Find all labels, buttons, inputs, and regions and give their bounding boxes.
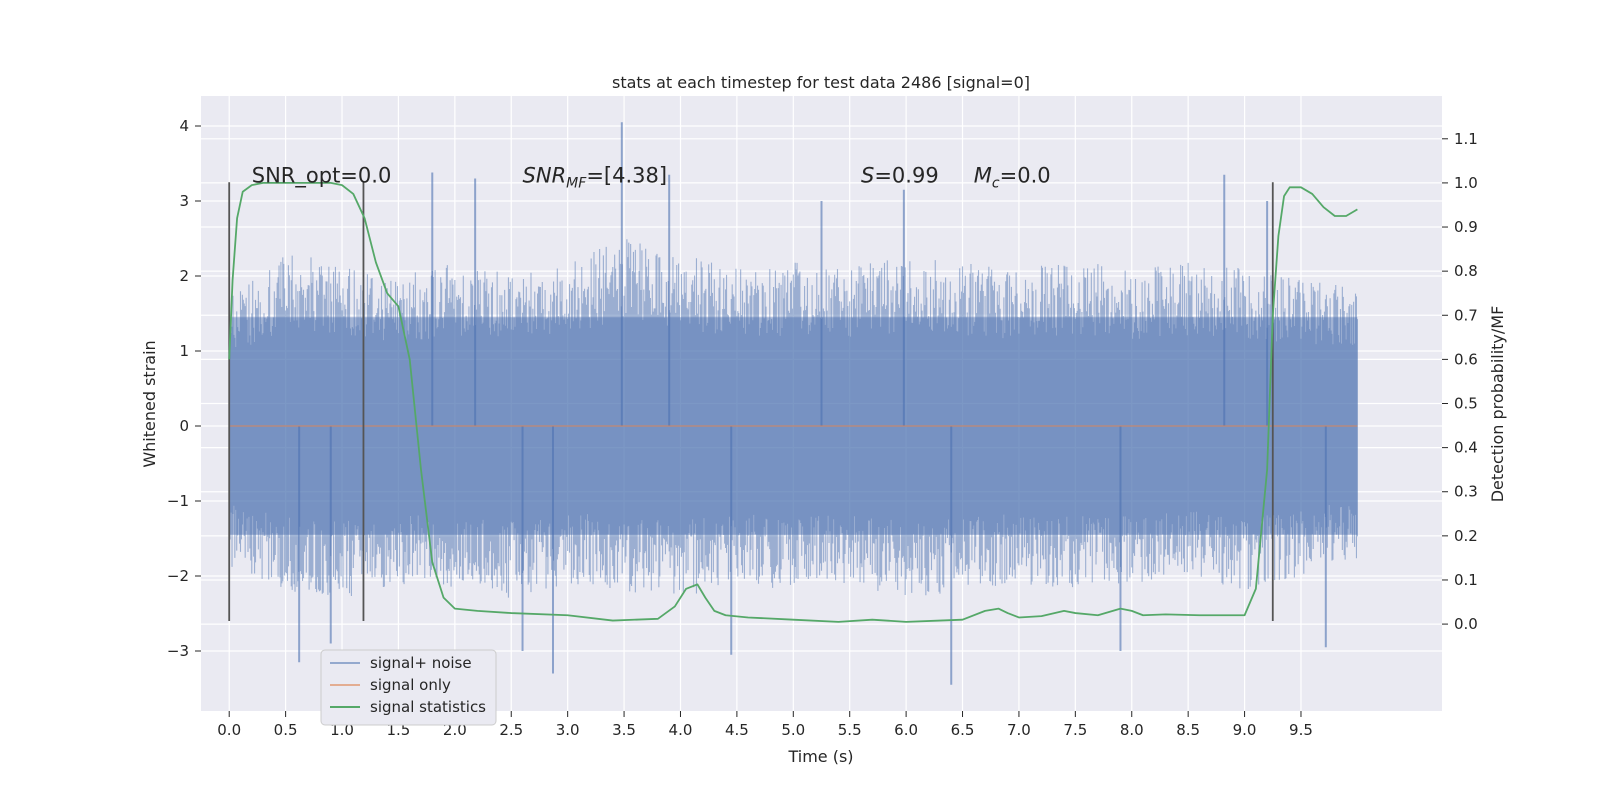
annotation-2: S=0.99 [861, 163, 939, 187]
x-tick-label-14: 7.0 [1007, 721, 1031, 739]
y2-tick-label-0: 0.0 [1454, 615, 1478, 633]
y2-axis-ticks: 0.0 0.1 0.2 0.3 0.4 0.5 0.6 0.7 0.8 0.9 1.0 1.1 [1442, 130, 1478, 633]
y2-tick-label-1: 0.1 [1454, 571, 1478, 589]
x-tick-label-17: 8.5 [1176, 721, 1200, 739]
signal-statistics-line [228, 182, 1358, 623]
y-tick-label-5: 2 [179, 267, 189, 285]
annotations: SNR_opt=0.0 SNRMF=[4.38] S=0.99 Mc=0.0 [252, 163, 1051, 191]
signal-statistics-series [228, 182, 1358, 623]
x-tick-label-1: 0.5 [274, 721, 298, 739]
legend-label-signal-noise: signal+ noise [370, 654, 472, 672]
x-tick-label-5: 2.5 [499, 721, 523, 739]
y2-tick-label-7: 0.7 [1454, 306, 1478, 324]
x-tick-label-9: 4.5 [725, 721, 749, 739]
y2-tick-label-9: 0.9 [1454, 218, 1478, 236]
y2-tick-label-4: 0.4 [1454, 439, 1478, 457]
x-tick-label-7: 3.5 [612, 721, 636, 739]
legend-label-signal-only: signal only [370, 676, 451, 694]
y-axis-label: Whitened strain [140, 340, 159, 467]
y2-tick-label-11: 1.1 [1454, 130, 1478, 148]
x-tick-label-6: 3.0 [556, 721, 580, 739]
x-tick-label-8: 4.0 [669, 721, 693, 739]
x-tick-label-19: 9.5 [1289, 721, 1313, 739]
x-axis-label: Time (s) [787, 747, 853, 766]
y-tick-label-3: 0 [179, 417, 189, 435]
y-tick-label-6: 3 [179, 192, 189, 210]
legend-box [320, 649, 497, 726]
y-tick-label-2: −1 [167, 492, 189, 510]
x-tick-label-10: 5.0 [781, 721, 805, 739]
x-tick-label-0: 0.0 [217, 721, 241, 739]
annotation-3: Mc=0.0 [974, 163, 1051, 191]
y2-tick-label-8: 0.8 [1454, 262, 1478, 280]
y-tick-label-0: −3 [167, 642, 189, 660]
y-axis-ticks: −3 −2 −1 0 1 2 3 4 [167, 117, 201, 660]
x-tick-label-15: 7.5 [1063, 721, 1087, 739]
y2-tick-label-5: 0.5 [1454, 395, 1478, 413]
legend-label-signal-statistics: signal statistics [370, 698, 486, 716]
x-tick-label-12: 6.0 [894, 721, 918, 739]
x-tick-label-11: 5.5 [838, 721, 862, 739]
y-tick-label-4: 1 [179, 342, 189, 360]
y2-tick-label-6: 0.6 [1454, 350, 1478, 368]
x-tick-label-13: 6.5 [951, 721, 975, 739]
y2-axis-label: Detection probability/MF [1488, 306, 1507, 503]
x-tick-label-16: 8.0 [1120, 721, 1144, 739]
annotation-0: SNR_opt=0.0 [252, 163, 392, 188]
y2-tick-label-3: 0.3 [1454, 483, 1478, 501]
y2-tick-label-10: 1.0 [1454, 174, 1478, 192]
vertical-lines [228, 182, 1274, 621]
y-tick-label-1: −2 [167, 567, 189, 585]
legend: signal+ noise signal only signal statist… [320, 649, 497, 726]
y-tick-label-7: 4 [179, 117, 189, 135]
annotation-1: SNRMF=[4.38] [523, 163, 668, 191]
chart-title: stats at each timestep for test data 248… [612, 73, 1030, 92]
y2-tick-label-2: 0.2 [1454, 527, 1478, 545]
x-tick-label-18: 9.0 [1233, 721, 1257, 739]
